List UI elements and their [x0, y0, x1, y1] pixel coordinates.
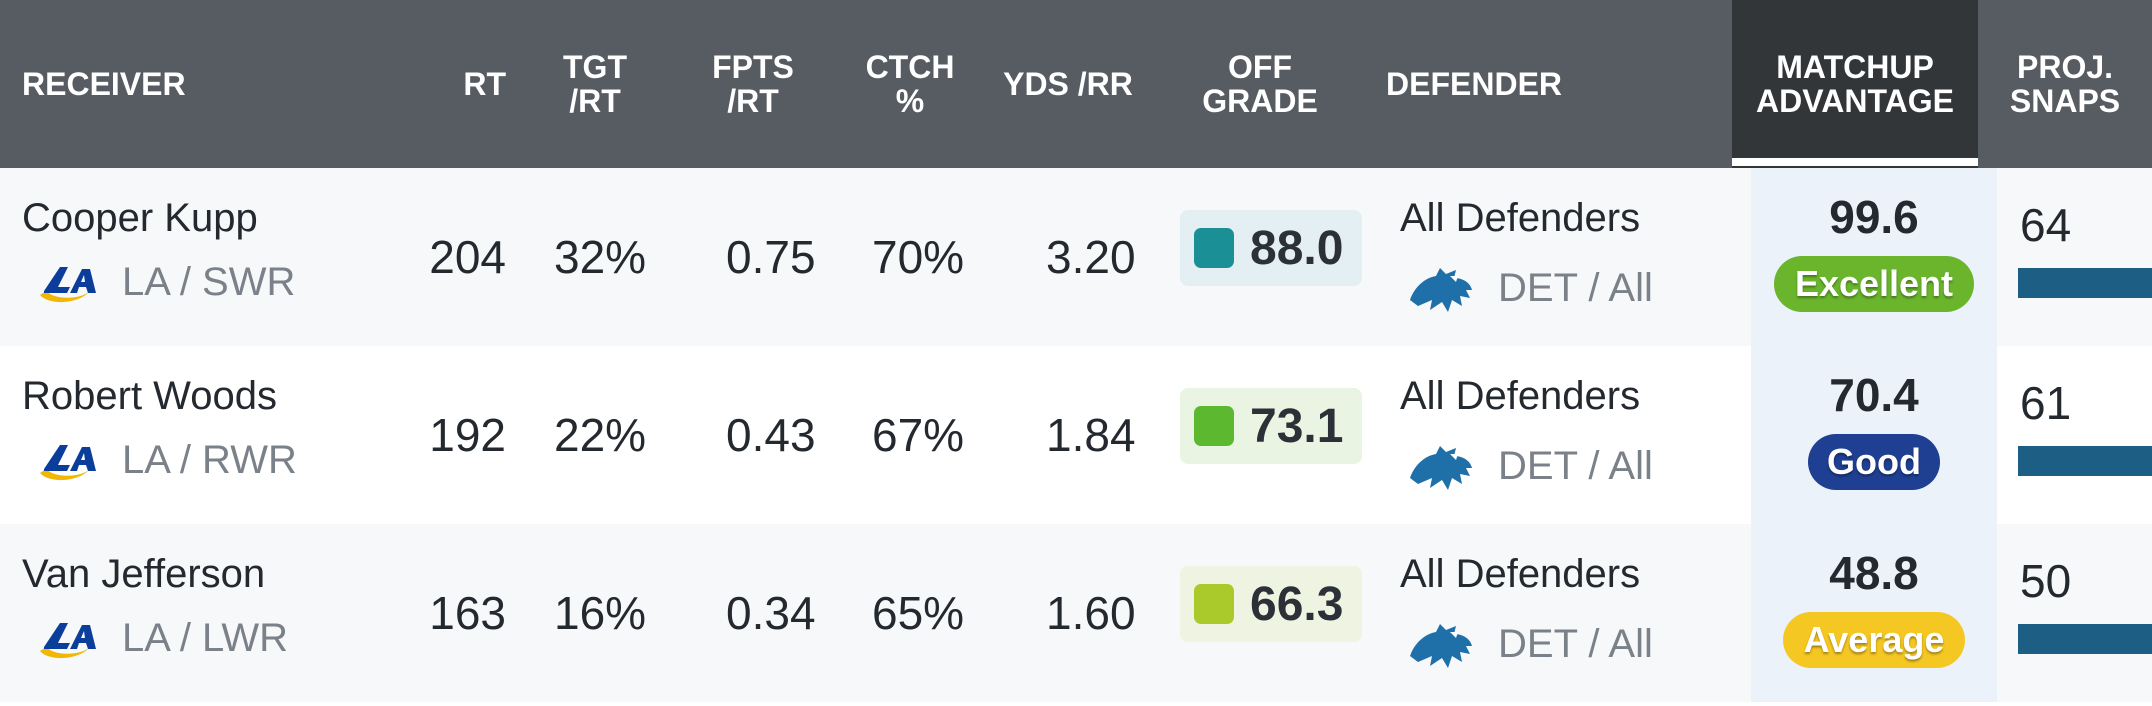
proj-snaps-bar [2018, 446, 2152, 476]
lions-logo-icon [1410, 268, 1472, 312]
defender-name[interactable]: All Defenders [1400, 374, 1641, 418]
proj-snaps-bar [2018, 624, 2152, 654]
col-tgt-rt[interactable]: TGT /RT [563, 49, 627, 119]
receiver-team-text: LA / RWR [122, 438, 297, 482]
lions-logo-icon [1410, 624, 1472, 668]
rt-value: 192 [429, 409, 506, 461]
yds-rr-value: 1.60 [1046, 587, 1136, 639]
table-row[interactable]: Robert Woods LA / RWR 192 22% 0.43 67% 1… [0, 346, 2152, 524]
tgt-rt-value: 32% [554, 231, 647, 283]
receiver-team: LA / RWR [34, 438, 297, 483]
matchup-value: 99.6 [1829, 191, 1919, 243]
col-rt[interactable]: RT [463, 66, 506, 102]
rams-logo-icon [40, 622, 96, 658]
ctch-value: 70% [872, 231, 965, 283]
off-grade-value: 73.1 [1250, 399, 1344, 453]
col-off-grade[interactable]: OFF GRADE [1202, 49, 1318, 119]
active-sort-indicator [1732, 158, 1978, 166]
fpts-rt-value: 0.43 [726, 409, 816, 461]
receiver-name[interactable]: Robert Woods [22, 374, 277, 418]
defender-team: DET / All [1406, 438, 1653, 494]
fpts-rt-value: 0.34 [726, 587, 816, 639]
defender-name[interactable]: All Defenders [1400, 196, 1641, 240]
col-yds-rr[interactable]: YDS /RR [1003, 66, 1133, 102]
col-fpts-rt[interactable]: FPTS /RT [712, 49, 794, 119]
receiver-name[interactable]: Van Jefferson [22, 552, 266, 596]
receiver-team-text: LA / LWR [122, 616, 288, 660]
off-grade-box: 88.0 [1180, 210, 1362, 286]
matchup-value: 70.4 [1829, 369, 1919, 421]
col-ctch[interactable]: CTCH % [865, 49, 955, 119]
tgt-rt-value: 16% [554, 587, 647, 639]
col-proj-snaps[interactable]: PROJ. SNAPS [2009, 49, 2121, 119]
matchup-badge: Good [1808, 434, 1940, 490]
fpts-rt-value: 0.75 [726, 231, 816, 283]
ctch-value: 67% [872, 409, 965, 461]
off-grade-value: 66.3 [1250, 577, 1344, 631]
matchup-badge: Average [1783, 612, 1965, 668]
table-header: RECEIVER RT TGT /RT FPTS /RT CTCH % YDS … [0, 0, 2152, 168]
receiver-team: LA / LWR [34, 616, 288, 661]
yds-rr-value: 1.84 [1046, 409, 1136, 461]
ctch-value: 65% [872, 587, 965, 639]
proj-snaps-value: 61 [2020, 377, 2072, 429]
off-grade-box: 66.3 [1180, 566, 1362, 642]
matchup-value: 48.8 [1829, 547, 1919, 599]
receiver-name[interactable]: Cooper Kupp [22, 196, 258, 240]
off-grade-value: 88.0 [1250, 221, 1344, 275]
rams-logo-icon [40, 266, 96, 302]
off-grade-box: 73.1 [1180, 388, 1362, 464]
proj-snaps-bar [2018, 268, 2152, 298]
table-row[interactable]: Cooper Kupp LA / SWR 204 32% 0.75 70% 3.… [0, 168, 2152, 346]
grade-swatch [1194, 584, 1234, 624]
defender-team: DET / All [1406, 616, 1653, 672]
defender-team-text: DET / All [1498, 265, 1653, 310]
proj-snaps-value: 64 [2020, 199, 2072, 251]
lions-logo-icon [1410, 446, 1472, 490]
defender-name[interactable]: All Defenders [1400, 552, 1641, 596]
yds-rr-value: 3.20 [1046, 231, 1136, 283]
col-defender[interactable]: DEFENDER [1386, 66, 1563, 102]
rt-value: 204 [429, 231, 506, 283]
matchup-badge: Excellent [1774, 256, 1974, 312]
grade-swatch [1194, 406, 1234, 446]
rams-logo-icon [40, 444, 96, 480]
receiver-team-text: LA / SWR [122, 260, 296, 304]
proj-snaps-value: 50 [2020, 555, 2072, 607]
defender-team-text: DET / All [1498, 621, 1653, 666]
defender-team-text: DET / All [1498, 443, 1653, 488]
table-row[interactable]: Van Jefferson LA / LWR 163 16% 0.34 65% … [0, 524, 2152, 702]
rt-value: 163 [429, 587, 506, 639]
col-receiver[interactable]: RECEIVER [22, 66, 186, 102]
col-matchup-advantage[interactable]: MATCHUP ADVANTAGE [1732, 0, 1978, 168]
grade-swatch [1194, 228, 1234, 268]
receiver-team: LA / SWR [34, 260, 295, 305]
defender-team: DET / All [1406, 260, 1653, 316]
tgt-rt-value: 22% [554, 409, 647, 461]
